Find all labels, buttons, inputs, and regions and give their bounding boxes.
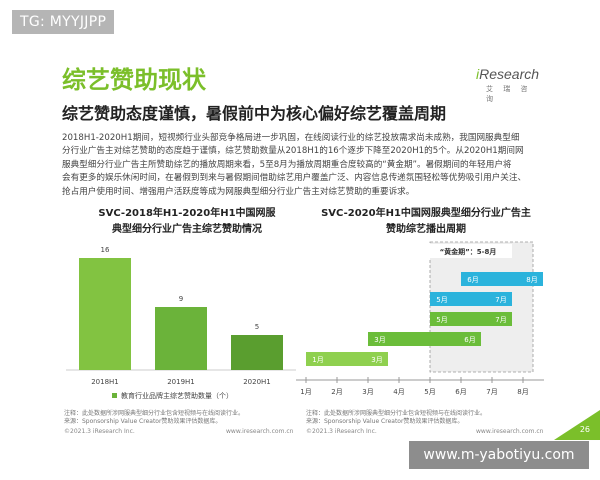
note-line: 来源：Sponsorship Value Creator赞助效果评估数据库。 xyxy=(64,418,222,425)
left-chart-title: SVC-2018年H1-2020年H1中国网服 典型细分行业广告主综艺赞助情况 xyxy=(82,206,292,238)
bar xyxy=(155,307,207,370)
golden-period-label-bg xyxy=(426,244,512,258)
gantt-bar xyxy=(430,312,512,326)
gantt-bar-start-label: 3月 xyxy=(374,336,385,344)
x-tick-label: 2019H1 xyxy=(167,378,195,386)
logo-brand-i: i xyxy=(476,66,480,82)
footer-right-url: www.iresearch.com.cn xyxy=(476,428,544,435)
gantt-bar-start-label: 5月 xyxy=(436,316,447,324)
x-tick-label: 2020H1 xyxy=(243,378,271,386)
golden-period-label: “黄金期”：5-8月 xyxy=(440,247,497,256)
note-line: 注释：此处数据所涉网服典型细分行业包含短视频与在线阅读行业。 xyxy=(64,410,245,417)
gantt-bar xyxy=(430,292,512,306)
gantt-bar xyxy=(368,332,481,346)
data-label: 9 xyxy=(179,295,183,303)
x-tick-label: 8月 xyxy=(517,388,528,396)
gantt-bar-start-label: 6月 xyxy=(467,276,478,284)
page-title: 综艺赞助现状 xyxy=(62,66,206,94)
right-chart-title-line: 赞助综艺播出周期 xyxy=(386,224,466,235)
bar xyxy=(79,258,131,370)
x-tick-label: 2018H1 xyxy=(91,378,119,386)
footer-left-copyright: ©2021.3 iResearch Inc. xyxy=(64,428,135,435)
footer-right-copyright: ©2021.3 iResearch Inc. xyxy=(306,428,377,435)
gantt-bar-end-label: 8月 xyxy=(526,276,537,284)
logo-brand-rest: Research xyxy=(479,66,540,82)
x-tick-label: 7月 xyxy=(486,388,497,396)
paragraph-line: 服典型细分行业广告主所赞助综艺的播放周期来看，5至8月为播放周期重合度较高的“黄… xyxy=(62,159,512,170)
paragraph-line: 分行业广告主对综艺赞助的态度趋于谨慎，综艺赞助数量从2018H1的16个逐步下降… xyxy=(62,146,524,157)
gantt-bar xyxy=(461,272,543,286)
data-label: 16 xyxy=(101,246,110,254)
data-label: 5 xyxy=(255,323,259,331)
source-tag: TG: MYYJJPP xyxy=(12,10,115,34)
gantt-bar-end-label: 7月 xyxy=(495,296,506,304)
left-bar-chart: 16 2018H1 9 2019H1 5 2020H1 教育行业品牌主综艺赞助数量（个） xyxy=(66,246,296,400)
right-chart-title-line: SVC-2020年H1中国网服典型细分行业广告主 xyxy=(321,208,531,219)
right-gantt-chart: “黄金期”：5-8月 6月 8月 5月 7月 5月 7月 3月 6月 1月 3月 1月 2月 3月 4月 5月… xyxy=(296,241,544,396)
left-chart-title-line: SVC-2018年H1-2020年H1中国网服 xyxy=(98,208,276,219)
iresearch-logo: iResearch 艾 瑞 咨 询 xyxy=(476,66,546,103)
paragraph-line: 抢占用户使用时间、增强用户活跃度等成为网服典型细分行业广告主对综艺赞助的重要诉求… xyxy=(62,186,415,197)
x-tick-label: 5月 xyxy=(424,388,435,396)
x-tick-label: 2月 xyxy=(331,388,342,396)
gantt-bar-end-label: 6月 xyxy=(464,336,475,344)
paragraph-line: 2018H1-2020H1期间，短视频行业头部竞争格局进一步巩固，在线阅读行业的… xyxy=(62,133,520,143)
gantt-bar-start-label: 1月 xyxy=(312,356,323,364)
golden-period-highlight xyxy=(429,241,534,373)
page-number: 26 xyxy=(580,425,590,434)
gantt-bar-start-label: 5月 xyxy=(436,296,447,304)
legend-label: 教育行业品牌主综艺赞助数量（个） xyxy=(121,391,233,400)
x-tick-label: 3月 xyxy=(362,388,373,396)
logo-brand: iResearch xyxy=(476,66,539,82)
logo-subtitle: 艾 瑞 咨 询 xyxy=(486,85,532,103)
note-line: 来源：Sponsorship Value Creator赞助效果评估数据库。 xyxy=(306,418,464,425)
page-subtitle: 综艺赞助态度谨慎，暑假前中为核心偏好综艺覆盖周期 xyxy=(62,104,447,123)
page-number-corner: 26 xyxy=(554,410,600,440)
right-chart-title: SVC-2020年H1中国网服典型细分行业广告主 赞助综艺播出周期 xyxy=(300,206,552,238)
gantt-bar-end-label: 3月 xyxy=(371,356,382,364)
summary-paragraph: 2018H1-2020H1期间，短视频行业头部竞争格局进一步巩固，在线阅读行业的… xyxy=(62,132,550,199)
footer-left-url: www.iresearch.com.cn xyxy=(226,428,294,435)
right-chart-notes: 注释：此处数据所涉网服典型细分行业包含短视频与在线阅读行业。 来源：Sponso… xyxy=(306,410,486,426)
gantt-bar xyxy=(306,352,388,366)
note-line: 注释：此处数据所涉网服典型细分行业包含短视频与在线阅读行业。 xyxy=(306,410,487,417)
left-chart-title-line: 典型细分行业广告主综艺赞助情况 xyxy=(112,224,262,235)
x-tick-label: 6月 xyxy=(455,388,466,396)
corner-shape xyxy=(554,410,600,440)
watermark-url: www.m-yabotiyu.com xyxy=(409,441,589,469)
gantt-bar-end-label: 7月 xyxy=(495,316,506,324)
legend-swatch xyxy=(112,393,117,398)
bar xyxy=(231,335,283,370)
left-chart-notes: 注释：此处数据所涉网服典型细分行业包含短视频与在线阅读行业。 来源：Sponso… xyxy=(64,410,244,426)
x-tick-label: 4月 xyxy=(393,388,404,396)
x-tick-label: 1月 xyxy=(300,388,311,396)
paragraph-line: 会有更多的娱乐休闲时间，在暑假到到来与暑假期间借助综艺用户覆盖广泛、内容信息传递… xyxy=(62,173,527,184)
